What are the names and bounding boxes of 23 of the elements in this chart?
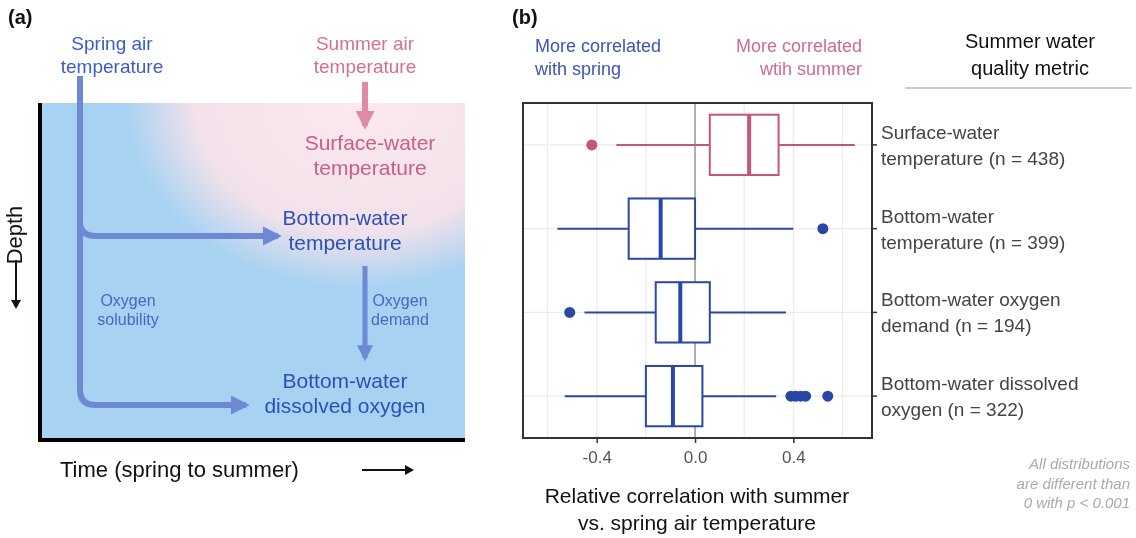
text: Surface-water temperature [304,131,436,180]
text: Bottom-water temperature [282,206,408,255]
text: More correlated wtih summer [735,36,862,80]
text: Depth [2,205,27,265]
y-tick-label: Bottom-water dissolved oxygen (n = 322) [881,373,1079,421]
y-tick-label: Bottom-water oxygen demand (n = 194) [881,289,1061,337]
x-tick-label: 0.0 [683,448,708,468]
text: Bottom-water dissolved oxygen [264,369,426,418]
text: (a) [8,6,33,28]
x-tick-label: -0.4 [582,448,612,468]
text: Summer air temperature [313,33,417,77]
x-axis-title: Relative correlation with summer vs. spring air temperature [544,484,850,534]
text: Spring air temperature [60,33,164,77]
text: Oxygen demand [371,292,429,329]
y-axis-title: Summer water quality metric [964,30,1096,79]
text: All distributions are different than 0 with p < 0.001 [1016,455,1131,511]
y-tick-label: Bottom-water temperature (n = 399) [881,205,1066,253]
y-tick-label: Surface-water temperature (n = 438) [881,121,1066,169]
text: Oxygen solubility [97,292,159,329]
chart-title: (b) [512,6,538,28]
x-tick-label: 0.4 [782,448,806,468]
text: More correlated with spring [534,36,662,80]
text: Time (spring to summer) [60,457,299,482]
